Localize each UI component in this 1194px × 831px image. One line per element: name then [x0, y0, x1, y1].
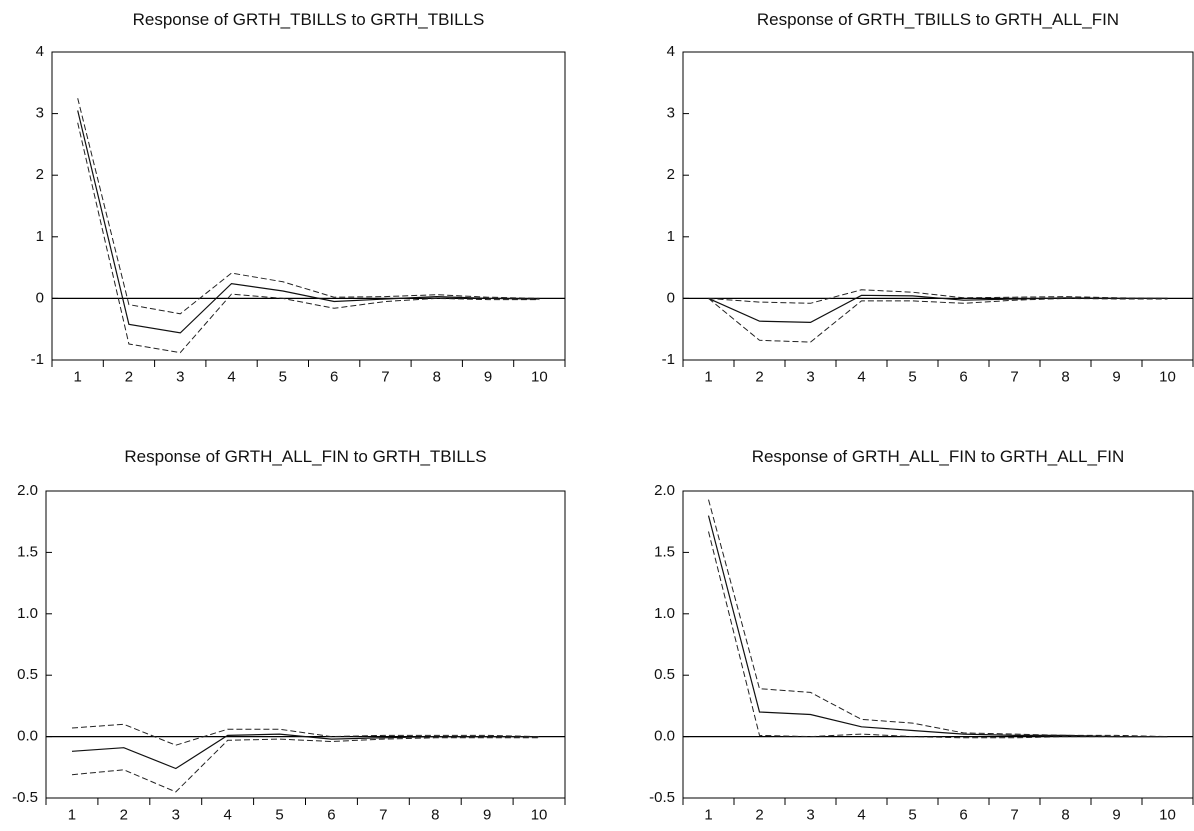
panel-title: Response of GRTH_TBILLS to GRTH_TBILLS [133, 10, 485, 29]
upper-band-line [708, 499, 1168, 738]
irf-panel-1: Response of GRTH_TBILLS to GRTH_TBILLS -1… [31, 10, 566, 385]
x-tick-label: 6 [330, 368, 338, 385]
plot-frame [682, 490, 1194, 799]
x-tick-label: 7 [381, 368, 389, 385]
panel-title: Response of GRTH_ALL_FIN to GRTH_ALL_FIN [752, 447, 1125, 466]
y-tick-label: 1.5 [654, 543, 675, 560]
x-tick-label: 3 [806, 368, 814, 385]
x-tick-label: 7 [1010, 806, 1018, 823]
x-tick-label: 8 [1061, 368, 1069, 385]
impulse-response-line [71, 733, 539, 770]
y-tick-label: 3 [36, 105, 44, 122]
y-tick-label: 2 [667, 166, 675, 183]
plot-frame [45, 490, 566, 799]
impulse-response-line [708, 294, 1168, 324]
upper-band-line [708, 289, 1168, 304]
y-tick-label: -1 [31, 351, 44, 368]
y-tick-label: 2.0 [17, 482, 38, 499]
y-tick-label: 0.5 [17, 666, 38, 683]
x-tick-label: 6 [959, 806, 967, 823]
x-tick-label: 2 [755, 368, 763, 385]
y-tick-label: 0 [36, 289, 44, 306]
x-tick-label: 8 [433, 368, 441, 385]
irf-panel-4: Response of GRTH_ALL_FIN to GRTH_ALL_FIN… [649, 447, 1194, 823]
plot-frame [51, 51, 566, 361]
x-tick-label: 7 [379, 806, 387, 823]
lower-band-line [708, 297, 1168, 343]
x-tick-label: 4 [857, 806, 865, 823]
x-tick-label: 6 [959, 368, 967, 385]
x-tick-label: 4 [857, 368, 865, 385]
lower-band-line [708, 531, 1168, 739]
x-tick-label: 10 [1159, 368, 1176, 385]
y-tick-label: 2 [36, 166, 44, 183]
x-tick-label: 5 [908, 368, 916, 385]
x-tick-label: 6 [327, 806, 335, 823]
x-tick-label: 3 [172, 806, 180, 823]
y-tick-label: 0.0 [654, 728, 675, 745]
impulse-response-line [77, 110, 540, 334]
x-tick-label: 5 [908, 806, 916, 823]
y-tick-label: 4 [667, 43, 675, 60]
x-tick-label: 9 [1112, 806, 1120, 823]
x-tick-label: 4 [227, 368, 235, 385]
y-tick-label: 1 [36, 228, 44, 245]
lower-band-line [77, 122, 540, 354]
x-tick-label: 10 [1159, 806, 1176, 823]
plot-frame [682, 51, 1194, 361]
x-tick-label: 5 [279, 368, 287, 385]
upper-band-line [77, 98, 540, 315]
x-tick-label: 4 [223, 806, 231, 823]
y-tick-label: -1 [662, 351, 675, 368]
y-tick-label: 0.5 [654, 666, 675, 683]
y-tick-label: 4 [36, 43, 44, 60]
x-tick-label: 8 [431, 806, 439, 823]
x-tick-label: 3 [176, 368, 184, 385]
y-tick-label: -0.5 [649, 789, 675, 806]
x-tick-label: 1 [73, 368, 81, 385]
x-tick-label: 9 [1112, 368, 1120, 385]
x-tick-label: 9 [483, 806, 491, 823]
x-tick-label: 10 [531, 806, 548, 823]
x-tick-label: 2 [120, 806, 128, 823]
irf-panel-2: Response of GRTH_TBILLS to GRTH_ALL_FIN -… [662, 10, 1194, 385]
x-tick-label: 5 [275, 806, 283, 823]
x-tick-label: 1 [704, 806, 712, 823]
y-tick-label: -0.5 [12, 789, 38, 806]
x-tick-label: 7 [1010, 368, 1018, 385]
x-tick-label: 10 [531, 368, 548, 385]
x-tick-label: 3 [806, 806, 814, 823]
lower-band-line [71, 737, 539, 793]
x-tick-label: 1 [704, 368, 712, 385]
x-tick-label: 2 [125, 368, 133, 385]
irf-panel-3: Response of GRTH_ALL_FIN to GRTH_TBILLS -… [12, 447, 566, 823]
y-tick-label: 0.0 [17, 728, 38, 745]
panel-title: Response of GRTH_ALL_FIN to GRTH_TBILLS [124, 447, 486, 466]
panel-title: Response of GRTH_TBILLS to GRTH_ALL_FIN [757, 10, 1119, 29]
upper-band-line [71, 723, 540, 746]
y-tick-label: 1.0 [654, 605, 675, 622]
x-tick-label: 8 [1061, 806, 1069, 823]
y-tick-label: 3 [667, 105, 675, 122]
y-tick-label: 1.5 [17, 543, 38, 560]
y-tick-label: 2.0 [654, 482, 675, 499]
y-tick-label: 1.0 [17, 605, 38, 622]
x-tick-label: 9 [484, 368, 492, 385]
y-tick-label: 1 [667, 228, 675, 245]
x-tick-label: 1 [68, 806, 76, 823]
x-tick-label: 2 [755, 806, 763, 823]
y-tick-label: 0 [667, 289, 675, 306]
impulse-response-line [707, 515, 1168, 738]
